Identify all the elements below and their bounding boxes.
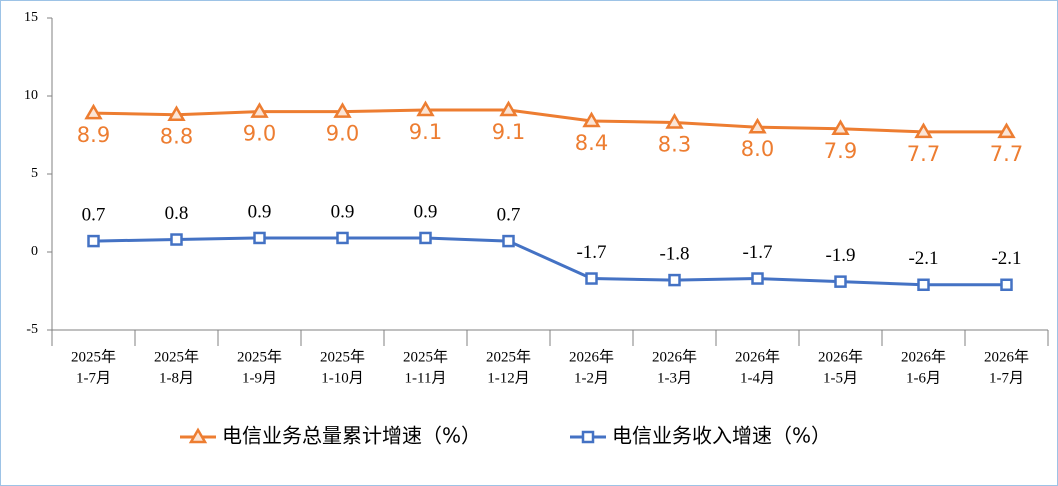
x-tick-label: 1-8月 (159, 370, 194, 386)
point (1000, 278, 1013, 292)
point (416, 100, 435, 117)
point (665, 113, 684, 129)
point (502, 234, 515, 248)
x-tick-label: 2025年 (237, 348, 282, 365)
data-label: 0.8 (165, 203, 189, 224)
x-tick-label: 1-6月 (906, 370, 941, 386)
x-tick-label: 2025年 (154, 348, 199, 365)
data-label: 0.9 (414, 201, 438, 222)
point (87, 234, 100, 248)
x-tick-label: 1-9月 (242, 370, 277, 386)
data-label: 8.9 (77, 123, 110, 147)
point (831, 119, 850, 136)
point (250, 102, 269, 118)
point (748, 117, 767, 134)
data-label: 8.4 (575, 131, 608, 155)
data-label: -1.8 (659, 243, 689, 264)
x-tick-label: 2026年 (901, 348, 946, 365)
point (917, 278, 930, 292)
data-label: 0.9 (331, 201, 355, 222)
x-tick-label: 2025年 (486, 348, 531, 365)
data-label: 9.1 (409, 120, 442, 144)
data-label: 7.9 (824, 139, 857, 163)
point (997, 122, 1016, 139)
series-line (93, 236, 1007, 287)
point (914, 122, 933, 139)
data-label: 0.7 (497, 204, 521, 225)
point (84, 103, 103, 120)
point (668, 273, 681, 287)
data-label: -2.1 (991, 248, 1021, 269)
data-label: -1.7 (742, 242, 772, 263)
x-tick-label: 2026年 (569, 348, 614, 365)
data-label: 9.0 (326, 122, 359, 146)
y-tick-label: 15 (24, 10, 38, 25)
legend-label: 电信业务收入增速（%） (612, 424, 831, 448)
x-tick-label: 1-7月 (989, 370, 1024, 386)
data-label: -2.1 (908, 248, 938, 269)
data-label: 8.3 (658, 133, 691, 157)
y-tick-label: 10 (24, 88, 38, 103)
x-tick-label: 2025年 (403, 348, 448, 365)
data-label: 9.1 (492, 120, 525, 144)
point (751, 272, 764, 285)
data-label: 7.7 (907, 142, 940, 166)
data-label: 8.8 (160, 125, 193, 149)
x-tick-label: 1-4月 (740, 370, 775, 386)
point (585, 272, 598, 285)
x-tick-label: 2026年 (984, 348, 1029, 365)
point (581, 430, 595, 444)
series-line (93, 108, 1007, 134)
y-tick-label: 5 (31, 166, 38, 181)
point (170, 233, 183, 246)
x-tick-label: 1-3月 (657, 370, 692, 386)
data-label: 8.0 (741, 137, 774, 161)
legend-label: 电信业务总量累计增速（%） (222, 424, 481, 448)
point (167, 105, 186, 121)
data-label: 0.9 (248, 201, 272, 222)
x-tick-label: 1-5月 (823, 370, 858, 386)
x-tick-label: 2025年 (320, 348, 365, 365)
point (419, 231, 432, 245)
x-tick-label: 1-2月 (574, 370, 609, 386)
x-tick-label: 1-11月 (405, 370, 447, 386)
y-tick-label: 0 (31, 244, 38, 259)
x-tick-label: 1-12月 (487, 370, 530, 386)
point (499, 100, 518, 117)
point (582, 111, 601, 128)
point (834, 275, 847, 288)
data-label: 9.0 (243, 122, 276, 146)
data-label: 7.7 (990, 142, 1023, 166)
data-label: 0.7 (82, 204, 106, 225)
data-label: -1.7 (576, 242, 606, 263)
point (188, 427, 208, 444)
data-label: -1.9 (825, 245, 855, 266)
point (333, 102, 352, 118)
x-tick-label: 2025年 (71, 348, 116, 365)
x-tick-label: 2026年 (735, 348, 780, 365)
x-tick-label: 2026年 (818, 348, 863, 365)
y-tick-label: -5 (26, 322, 38, 337)
point (336, 231, 349, 245)
x-tick-label: 2026年 (652, 348, 697, 365)
point (253, 231, 266, 245)
x-tick-label: 1-10月 (321, 370, 364, 386)
x-tick-label: 1-7月 (76, 370, 111, 386)
